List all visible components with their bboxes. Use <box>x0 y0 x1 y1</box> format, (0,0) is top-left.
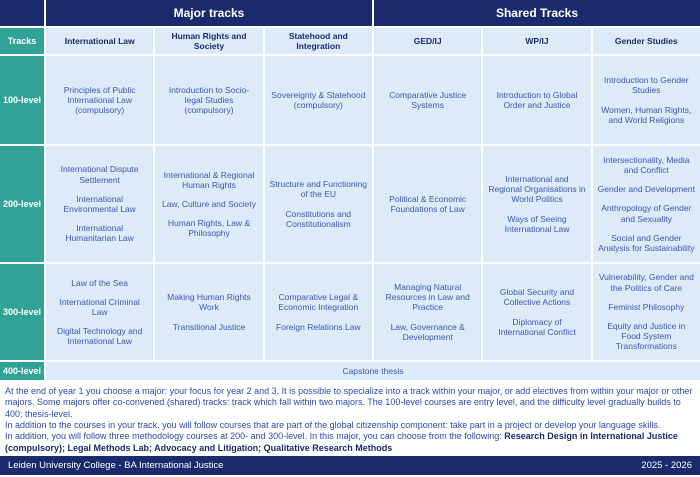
course-name: Intersectionality, Media and Conflict <box>603 154 690 176</box>
cell-300-wp-ij: Global Security and Collective Actions Di… <box>483 264 591 360</box>
major-tracks-banner: Major tracks <box>46 0 372 26</box>
note-methodology-courses: Research Design in International Justice… <box>5 431 678 453</box>
cell-200-international-law: International Dispute Settlement Internat… <box>46 146 154 262</box>
cell-300-ged-ij: Managing Natural Resources in Law and Pr… <box>374 264 482 360</box>
course-name: Anthropology of Gender and Sexuality <box>601 203 692 224</box>
course-name: International Humanitarian Law <box>65 223 134 244</box>
course-name: International Dispute Settlement <box>60 164 139 185</box>
course-name: Law, Governance & Development <box>390 321 465 342</box>
course-name: Transitional Justice <box>172 321 246 332</box>
level-label-300: 300-level <box>0 264 44 360</box>
note-methodology: In addition, you will follow three metho… <box>5 431 695 454</box>
cell-200-statehood-and-integration: Structure and Functioning of the EU Const… <box>264 146 372 262</box>
course-name: International and Regional Organisations… <box>488 174 586 205</box>
shared-tracks-banner: Shared Tracks <box>374 0 700 26</box>
curriculum-table: Major tracks Shared Tracks Tracks Intern… <box>0 0 700 380</box>
column-header-human-rights-and-society: Human Rights and Society <box>155 28 263 54</box>
course-name: Social and Gender Analysis for Sustainab… <box>598 232 695 253</box>
cell-100-international-law: Principles of Public International Law (… <box>46 56 154 144</box>
footnotes: At the end of year 1 you choose a major:… <box>0 380 700 454</box>
course-name: Making Human Rights Work <box>167 292 251 313</box>
cell-100-ged-ij: Comparative Justice Systems <box>374 56 482 144</box>
note-global-citizenship: In addition to the courses in your track… <box>5 419 661 430</box>
table-corner <box>0 0 44 26</box>
course-name: Law, Culture and Society <box>161 198 256 209</box>
course-name: Women, Human Rights, and World Religions <box>601 104 692 125</box>
cell-100-gender-studies: Introduction to Gender Studies Women, Hum… <box>592 56 700 144</box>
cell-300-gender-studies: Vulnerability, Gender and the Politics o… <box>592 264 700 360</box>
course-name: Comparative Legal & Economic Integration <box>278 292 359 313</box>
course-name: Sovereignty & Statehood (compulsory) <box>271 89 366 110</box>
column-header-gender-studies: Gender Studies <box>592 28 700 54</box>
course-name: Introduction to Socio-legal Studies (com… <box>168 84 250 116</box>
course-name: International Criminal Law <box>59 296 140 317</box>
course-name: Digital Technology and International Law <box>56 326 143 347</box>
course-name: Comparative Justice Systems <box>389 89 467 110</box>
cell-100-human-rights-and-society: Introduction to Socio-legal Studies (com… <box>155 56 263 144</box>
course-name: Law of the Sea <box>71 277 129 288</box>
column-header-international-law: International Law <box>46 28 154 54</box>
footer-bar: Leiden University College - BA Internati… <box>0 456 700 475</box>
column-header-ged-ij: GED/IJ <box>374 28 482 54</box>
cell-200-human-rights-and-society: International & Regional Human Rights Law… <box>155 146 263 262</box>
cell-100-statehood-and-integration: Sovereignty & Statehood (compulsory) <box>264 56 372 144</box>
course-name: Equity and Justice in Food System Transf… <box>607 321 686 352</box>
capstone-thesis-cell: Capstone thesis <box>46 362 700 380</box>
cell-200-gender-studies: Intersectionality, Media and Conflict Gen… <box>592 146 700 262</box>
course-name: Managing Natural Resources in Law and Pr… <box>385 282 470 313</box>
course-name: Ways of Seeing International Law <box>504 213 570 234</box>
cell-200-wp-ij: International and Regional Organisations… <box>483 146 591 262</box>
note-methodology-plain: In addition, you will follow three metho… <box>5 431 505 442</box>
column-header-wp-ij: WP/IJ <box>483 28 591 54</box>
level-label-100: 100-level <box>0 56 44 144</box>
level-label-400: 400-level <box>0 362 44 380</box>
course-name: Vulnerability, Gender and the Politics o… <box>598 272 694 293</box>
course-name: Gender and Development <box>597 184 695 195</box>
course-name: International Environmental Law <box>63 193 136 214</box>
footer-academic-year: 2025 - 2026 <box>641 460 692 471</box>
course-name: Introduction to Global Order and Justice <box>496 89 578 110</box>
cell-300-human-rights-and-society: Making Human Rights Work Transitional Jus… <box>155 264 263 360</box>
course-name: Diplomacy of International Conflict <box>498 316 576 337</box>
course-name: Human Rights, Law & Philosophy <box>167 218 251 239</box>
cell-300-international-law: Law of the Sea International Criminal Law… <box>46 264 154 360</box>
course-name: Principles of Public International Law (… <box>63 84 136 116</box>
course-name: International & Regional Human Rights <box>163 169 255 190</box>
course-name: Feminist Philosophy <box>608 301 685 312</box>
column-header-statehood-and-integration: Statehood and Integration <box>264 28 372 54</box>
course-name: Introduction to Gender Studies <box>604 75 689 96</box>
course-name: Foreign Relations Law <box>276 321 361 332</box>
cell-200-ged-ij: Political & Economic Foundations of Law <box>374 146 482 262</box>
tracks-header: Tracks <box>0 28 44 54</box>
course-name: Constitutions and Constitutionalism <box>285 208 352 229</box>
footer-program-title: Leiden University College - BA Internati… <box>8 460 224 471</box>
course-name: Global Security and Collective Actions <box>499 287 575 308</box>
cell-100-wp-ij: Introduction to Global Order and Justice <box>483 56 591 144</box>
note-majors: At the end of year 1 you choose a major:… <box>5 386 693 419</box>
cell-300-statehood-and-integration: Comparative Legal & Economic Integration… <box>264 264 372 360</box>
course-name: Structure and Functioning of the EU <box>269 179 367 200</box>
level-label-200: 200-level <box>0 146 44 262</box>
course-name: Political & Economic Foundations of Law <box>389 193 467 214</box>
